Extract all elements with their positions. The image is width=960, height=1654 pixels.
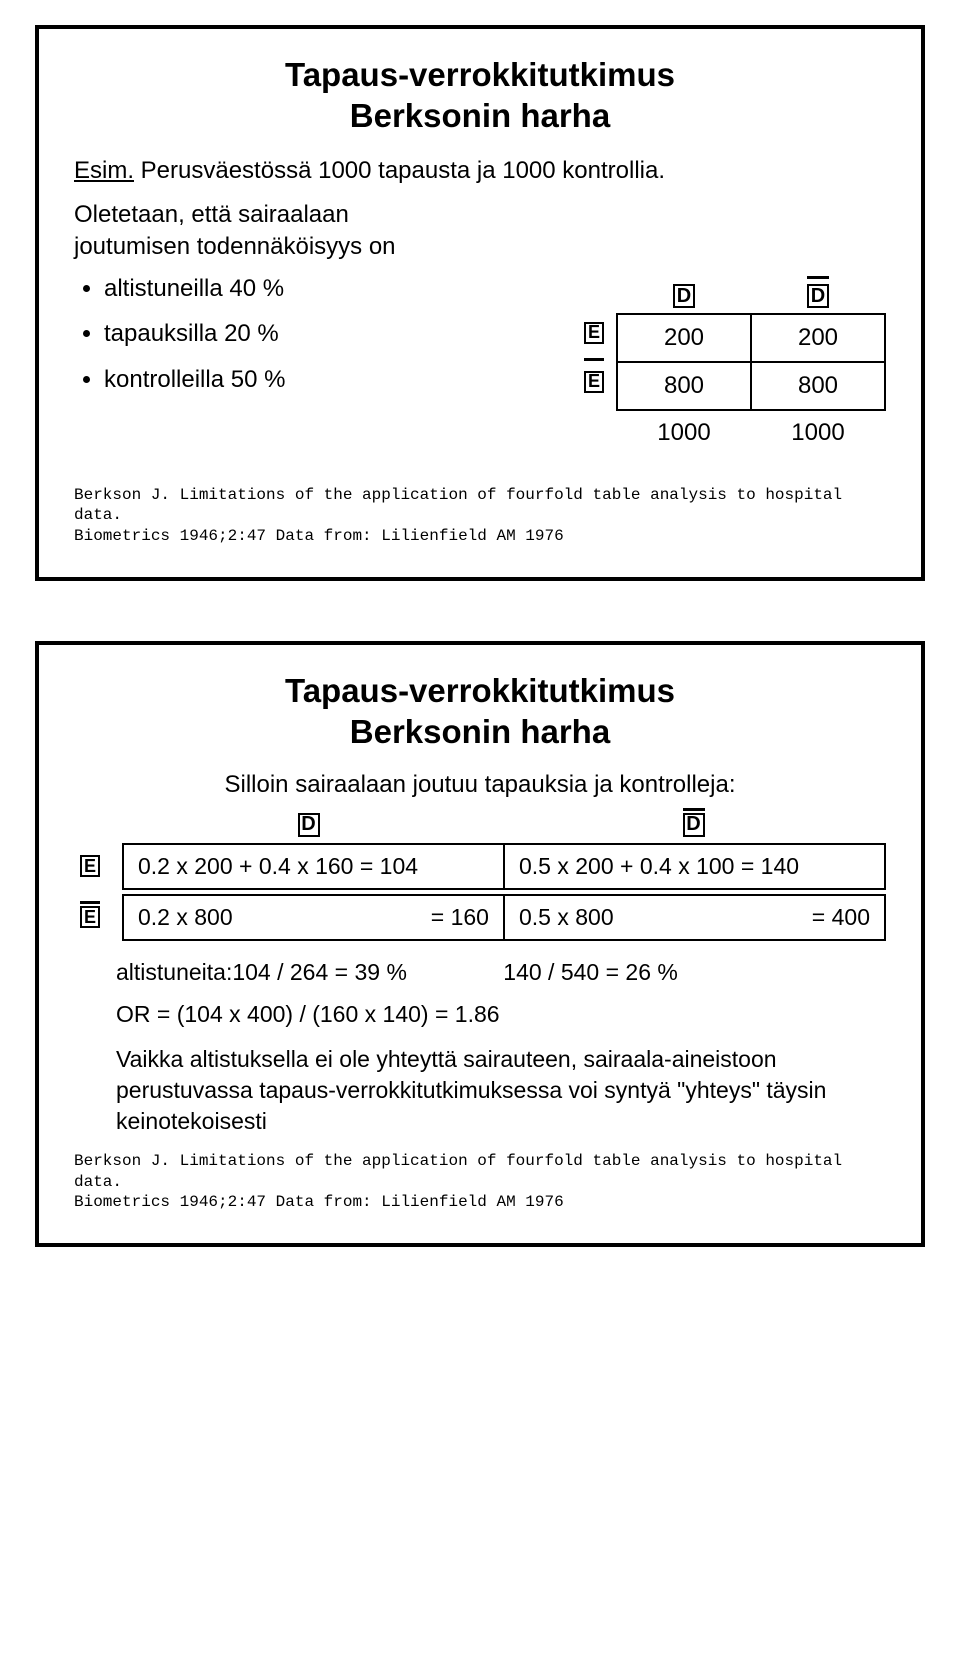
alt-left: altistuneita:104 / 264 = 39 % (116, 959, 407, 985)
sum-c1: 1000 (617, 410, 751, 455)
after-lines: altistuneita:104 / 264 = 39 % 140 / 540 … (116, 951, 886, 1137)
calc-r1c1: 0.2 x 200 + 0.4 x 160 = 104 (123, 844, 504, 889)
e-box-2: E (80, 855, 100, 877)
calc-r1c2: 0.5 x 200 + 0.4 x 100 = 140 (504, 844, 885, 889)
calc-table-row2: 0.2 x 800 = 160 0.5 x 800 = 400 (122, 894, 886, 941)
dbar-box-2: D (683, 813, 705, 837)
slide1-bullets: altistuneilla 40 % tapauksilla 20 % kont… (74, 266, 584, 403)
e-label-2: E (74, 855, 106, 877)
calc-r2c2-lhs: 0.5 x 800 (519, 904, 614, 930)
slide-2: Tapaus-verrokkitutkimus Berksonin harha … (35, 641, 925, 1247)
calc-r2c2: 0.5 x 800 = 400 (504, 895, 885, 940)
slide2-title: Tapaus-verrokkitutkimus Berksonin harha (74, 670, 886, 753)
contingency-table-area: E E D D 200 200 800 (584, 266, 886, 455)
slide2-citation: Berkson J. Limitations of the applicatio… (74, 1151, 886, 1213)
cell-r1c2: 200 (751, 314, 885, 362)
dbar-box: D (807, 284, 829, 308)
calc-row-2: E 0.2 x 800 = 160 0.5 x 800 = 400 (74, 894, 886, 941)
slide1-body-row: altistuneilla 40 % tapauksilla 20 % kont… (74, 266, 886, 455)
ebar-label-2: E (74, 906, 106, 928)
cell-r2c2: 800 (751, 362, 885, 410)
calc-r2c1: 0.2 x 800 = 160 (123, 895, 504, 940)
slide2-title-line2: Berksonin harha (350, 713, 610, 750)
cite1-line2: Biometrics 1946;2:47 Data from: Lilienfi… (74, 527, 564, 545)
cite2-line1: Berkson J. Limitations of the applicatio… (74, 1152, 842, 1191)
dbar-header-2: D (501, 813, 886, 837)
slide2-title-line1: Tapaus-verrokkitutkimus (285, 672, 675, 709)
slide1-title: Tapaus-verrokkitutkimus Berksonin harha (74, 54, 886, 137)
assumption-line1: Oletetaan, että sairaalaan (74, 201, 349, 228)
e-box: E (584, 322, 604, 344)
slide1-title-line1: Tapaus-verrokkitutkimus (285, 56, 675, 93)
assumption-line2: joutumisen todennäköisyys on (74, 233, 396, 260)
cite2-line2: Biometrics 1946;2:47 Data from: Lilienfi… (74, 1193, 564, 1211)
calc-table-row1: 0.2 x 200 + 0.4 x 160 = 104 0.5 x 200 + … (122, 843, 886, 890)
ebar-box-2: E (80, 906, 100, 928)
alt-right: 140 / 540 = 26 % (503, 951, 678, 994)
slide1-title-line2: Berksonin harha (350, 97, 610, 134)
e-label: E (584, 310, 604, 356)
calc-r2c1-eq: = 160 (431, 904, 489, 931)
cite1-line1: Berkson J. Limitations of the applicatio… (74, 486, 842, 525)
cell-r2c1: 800 (617, 362, 751, 410)
d-header-2: D (116, 813, 501, 837)
d-header: D (617, 270, 751, 314)
slide1-intro: Esim. Perusväestössä 1000 tapausta ja 10… (74, 155, 886, 187)
ebar-label: E (584, 356, 604, 402)
assumption-heading: Oletetaan, että sairaalaan joutumisen to… (74, 199, 886, 264)
dd-header-row: D D (74, 813, 886, 837)
esim-label: Esim. (74, 157, 134, 184)
d-box: D (673, 284, 695, 308)
slide-1: Tapaus-verrokkitutkimus Berksonin harha … (35, 25, 925, 581)
cell-r1c1: 200 (617, 314, 751, 362)
bullet-3: kontrolleilla 50 % (104, 357, 584, 403)
slide1-citation: Berkson J. Limitations of the applicatio… (74, 485, 886, 547)
ebar-box: E (584, 371, 604, 393)
bullet-2: tapauksilla 20 % (104, 311, 584, 357)
page: Tapaus-verrokkitutkimus Berksonin harha … (0, 25, 960, 1247)
e-labels-col: E E (584, 270, 604, 402)
altistuneita-line: altistuneita:104 / 264 = 39 % 140 / 540 … (116, 951, 886, 994)
calc-r2c2-eq: = 400 (812, 904, 870, 931)
d-box-2: D (298, 813, 320, 837)
sum-c2: 1000 (751, 410, 885, 455)
conclusion-line: Vaikka altistuksella ei ole yhteyttä sai… (116, 1044, 886, 1137)
contingency-table: D D 200 200 800 800 1000 1000 (616, 270, 886, 455)
dbar-header: D (751, 270, 885, 314)
calc-r2c1-lhs: 0.2 x 800 (138, 904, 233, 930)
intro-text: Perusväestössä 1000 tapausta ja 1000 kon… (134, 157, 665, 184)
calc-row-1: E 0.2 x 200 + 0.4 x 160 = 104 0.5 x 200 … (74, 843, 886, 890)
slide2-subhead: Silloin sairaalaan joutuu tapauksia ja k… (74, 771, 886, 799)
bullet-1: altistuneilla 40 % (104, 266, 584, 312)
or-line: OR = (104 x 400) / (160 x 140) = 1.86 (116, 993, 886, 1036)
